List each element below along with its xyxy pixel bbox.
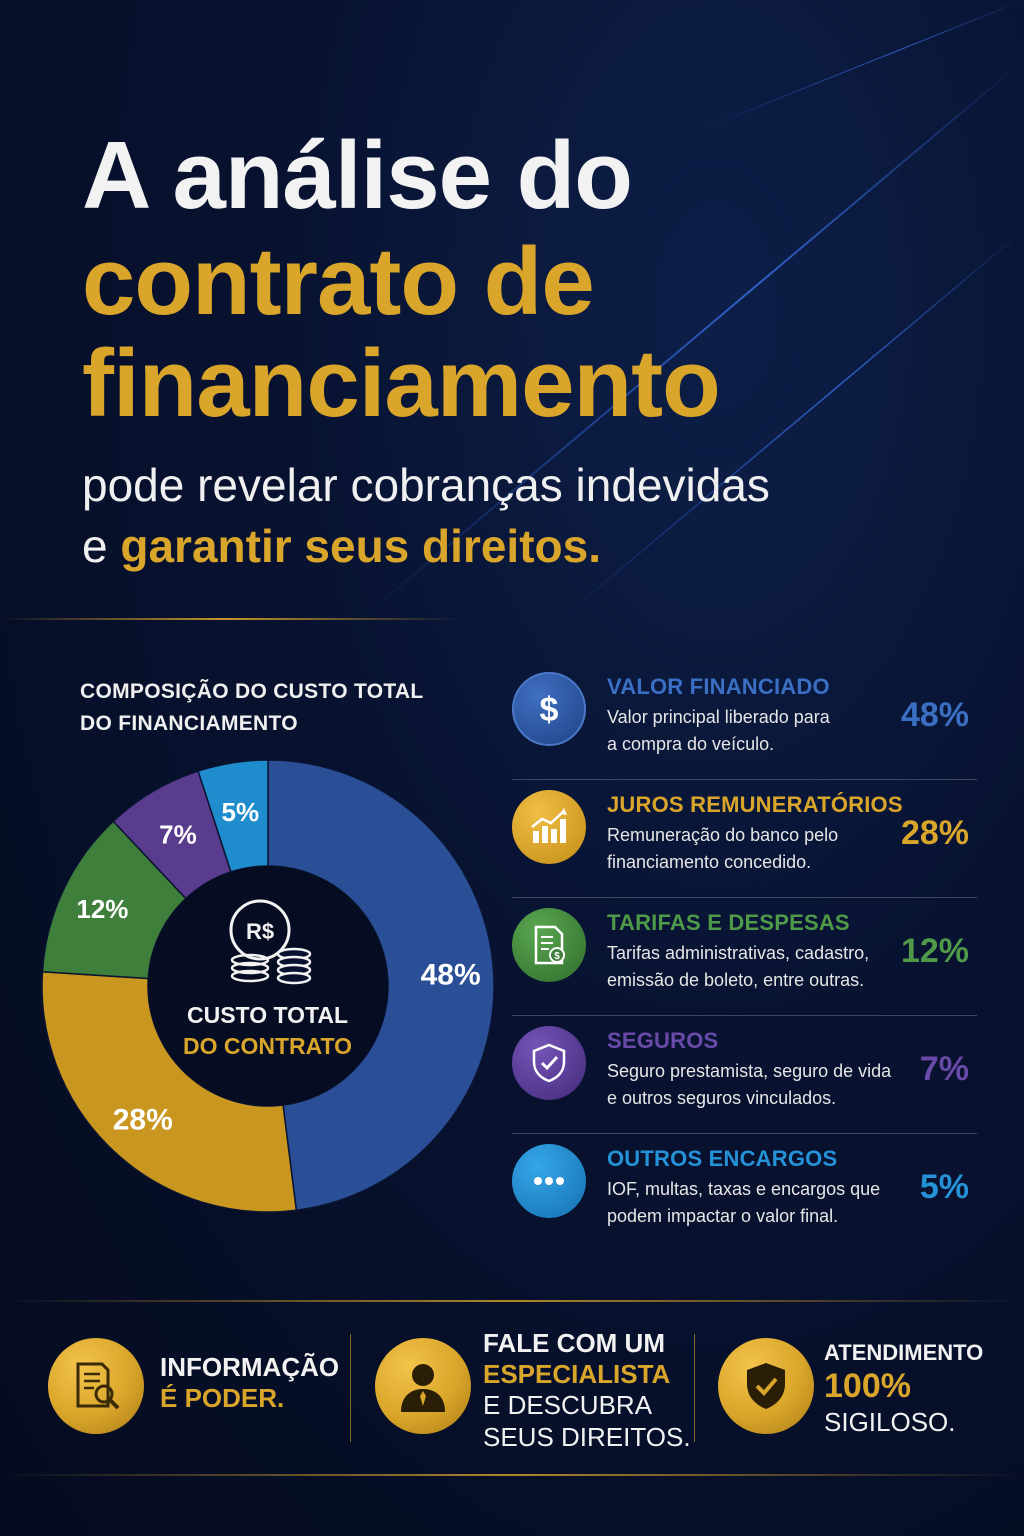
legend-item-outros-encargos: OUTROS ENCARGOS IOF, multas, taxas e enc… [512, 1134, 977, 1252]
legend-desc-line-2: podem impactar o valor final. [607, 1206, 839, 1226]
legend-title: SEGUROS [607, 1028, 719, 1053]
legend-title: TARIFAS E DESPESAS [607, 910, 850, 935]
contact-line-4: SEUS DIREITOS. [483, 1421, 691, 1452]
secure-line-3: SIGILOSO. [824, 1407, 956, 1438]
footer-separator-1 [350, 1334, 351, 1442]
legend-desc-line-1: Seguro prestamista, seguro de vida [607, 1061, 892, 1081]
legend-desc-line-1: Remuneração do banco pelo [607, 825, 839, 845]
footer-separator-2 [694, 1334, 695, 1442]
legend-list: $ VALOR FINANCIADO Valor principal liber… [512, 662, 977, 1252]
legend-desc-line-2: a compra do veículo. [607, 734, 775, 754]
coins-icon: R$ [228, 896, 314, 991]
subheadline-line-2: e garantir seus direitos. [82, 519, 982, 572]
legend-desc-line-1: Tarifas administrativas, cadastro, [607, 943, 870, 963]
legend-title: VALOR FINANCIADO [607, 674, 830, 699]
growth-chart-icon [512, 790, 586, 864]
footer-highlights: INFORMAÇÃO É PODER. FALE COM UM ESPECIAL… [0, 1320, 1024, 1460]
footer-secure-text: ATENDIMENTO 100% SIGILOSO. [824, 1340, 983, 1438]
gold-divider-top [0, 618, 1024, 620]
contact-line-1: FALE COM UM [483, 1328, 665, 1358]
legend-item-valor-financiado: $ VALOR FINANCIADO Valor principal liber… [512, 662, 977, 780]
center-label-line-1: CUSTO TOTAL [187, 1002, 348, 1028]
center-label-line-2: DO CONTRATO [182, 1033, 353, 1060]
donut-label-5: 5% [222, 797, 260, 827]
legend-percentage: 48% [900, 696, 969, 734]
shield-check-icon [512, 1026, 586, 1100]
headline-line-2: contrato de [82, 228, 595, 335]
footer-info-text: INFORMAÇÃO É PODER. [160, 1352, 339, 1414]
legend-title: OUTROS ENCARGOS [607, 1146, 838, 1171]
legend-percentage: 28% [900, 814, 969, 852]
subheadline-prefix: e [82, 519, 121, 572]
headline-line-3: financiamento [82, 330, 721, 437]
legend-item-juros-remuneratorios: JUROS REMUNERATÓRIOS Remuneração do banc… [512, 780, 977, 898]
legend-percentage: 5% [919, 1168, 969, 1206]
donut-label-3: 12% [76, 894, 128, 924]
legend-description: Valor principal liberado para a compra do… [607, 704, 907, 758]
footer-contact-text: FALE COM UM ESPECIALISTA E DESCUBRA SEUS… [483, 1328, 691, 1453]
subheadline-line-1: pode revelar cobranças indevidas [82, 459, 770, 511]
info-line-2: É PODER. [160, 1383, 285, 1414]
footer-item-contact: FALE COM UM ESPECIALISTA E DESCUBRA SEUS… [375, 1320, 695, 1460]
donut-label-1: 48% [421, 959, 481, 992]
dollar-icon: $ [512, 672, 586, 746]
invoice-icon: $ [512, 908, 586, 982]
legend-percentage: 12% [900, 932, 969, 970]
donut-chart: 48% 28% 12% 7% 5% [41, 759, 495, 1213]
legend-description: IOF, multas, taxas e encargos que podem i… [607, 1176, 907, 1230]
headline-line-1: A análise do [82, 122, 633, 229]
more-dots-icon [512, 1144, 586, 1218]
specialist-person-icon [375, 1338, 471, 1434]
donut-label-4: 7% [159, 820, 197, 850]
subheadline-highlight: garantir seus direitos. [120, 519, 601, 572]
shield-check-gold-icon [718, 1338, 814, 1434]
chart-title: COMPOSIÇÃO DO CUSTO TOTAL DO FINANCIAMEN… [80, 676, 424, 739]
info-line-1: INFORMAÇÃO [160, 1352, 340, 1382]
secure-line-2: 100% [824, 1367, 911, 1406]
donut-center-label: CUSTO TOTAL DO CONTRATO [155, 1000, 380, 1062]
legend-description: Tarifas administrativas, cadastro, emissã… [607, 940, 907, 994]
legend-description: Remuneração do banco pelo financiamento c… [607, 822, 907, 876]
chart-title-line-1: COMPOSIÇÃO DO CUSTO TOTAL [80, 680, 424, 703]
footer-item-secure: ATENDIMENTO 100% SIGILOSO. [718, 1320, 1008, 1460]
svg-text:$: $ [540, 691, 559, 729]
secure-line-1: ATENDIMENTO [824, 1340, 984, 1365]
svg-text:$: $ [554, 951, 560, 962]
donut-hole [148, 866, 388, 1106]
legend-title: JUROS REMUNERATÓRIOS [607, 792, 903, 817]
legend-desc-line-2: financiamento concedido. [607, 852, 812, 872]
contact-line-3: E DESCUBRA [483, 1390, 653, 1421]
gold-divider-bottom-top [0, 1300, 1024, 1302]
contact-line-2: ESPECIALISTA [483, 1359, 671, 1390]
legend-desc-line-1: IOF, multas, taxas e encargos que [607, 1179, 881, 1199]
legend-item-tarifas-e-despesas: $ TARIFAS E DESPESAS Tarifas administrat… [512, 898, 977, 1016]
footer-item-info: INFORMAÇÃO É PODER. [48, 1320, 348, 1460]
legend-percentage: 7% [919, 1050, 969, 1088]
donut-label-2: 28% [113, 1103, 173, 1136]
legend-description: Seguro prestamista, seguro de vida e outr… [607, 1058, 907, 1112]
document-search-icon [48, 1338, 144, 1434]
legend-desc-line-1: Valor principal liberado para [607, 707, 830, 727]
legend-desc-line-2: emissão de boleto, entre outras. [607, 970, 865, 990]
legend-item-seguros: SEGUROS Seguro prestamista, seguro de vi… [512, 1016, 977, 1134]
coin-currency-label: R$ [246, 919, 274, 944]
hero-headline: A análise do contrato de financiamento p… [82, 128, 982, 571]
gold-divider-bottom [0, 1474, 1024, 1476]
chart-title-line-2: DO FINANCIAMENTO [80, 711, 298, 735]
legend-desc-line-2: e outros seguros vinculados. [607, 1088, 837, 1108]
